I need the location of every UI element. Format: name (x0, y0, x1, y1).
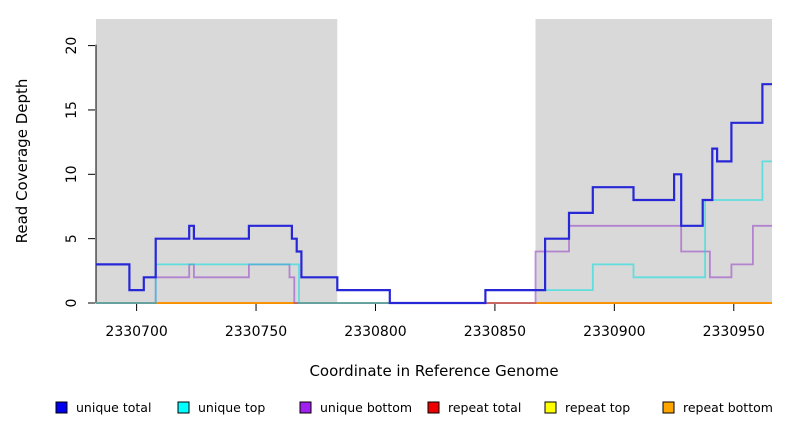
legend-label-repeat-bottom: repeat bottom (683, 400, 773, 415)
legend-label-repeat-total: repeat total (448, 400, 521, 415)
shaded-region-repeat-masked-left (96, 19, 338, 303)
x-tick-label: 2330700 (105, 324, 167, 340)
y-tick-label: 15 (64, 101, 80, 119)
x-axis-title: Coordinate in Reference Genome (309, 362, 558, 380)
legend-label-unique-bottom: unique bottom (320, 400, 412, 415)
y-tick-label: 10 (64, 165, 80, 183)
y-axis-title: Read Coverage Depth (13, 79, 31, 244)
legend-swatch-repeat-bottom (662, 401, 675, 414)
legend-label-unique-top: unique top (198, 400, 265, 415)
legend-swatch-unique-top (177, 401, 190, 414)
y-tick-label: 5 (64, 234, 80, 243)
x-tick-label: 2330800 (344, 324, 406, 340)
legend-swatch-repeat-total (427, 401, 440, 414)
legend-swatch-unique-total (55, 401, 68, 414)
y-tick-label: 20 (64, 37, 80, 55)
x-tick-label: 2330750 (225, 324, 287, 340)
legend-swatch-repeat-top (544, 401, 557, 414)
legend-label-repeat-top: repeat top (565, 400, 630, 415)
x-tick-label: 2330900 (583, 324, 645, 340)
y-tick-label: 0 (64, 299, 80, 308)
series-line-unique-total (96, 83, 772, 305)
legend-label-unique-total: unique total (76, 400, 151, 415)
legend-swatch-unique-bottom (299, 401, 312, 414)
x-tick-label: 2330950 (703, 324, 765, 340)
x-tick-label: 2330850 (464, 324, 526, 340)
series-line-unique-top (96, 160, 772, 304)
shaded-region-repeat-masked-right (535, 19, 772, 303)
